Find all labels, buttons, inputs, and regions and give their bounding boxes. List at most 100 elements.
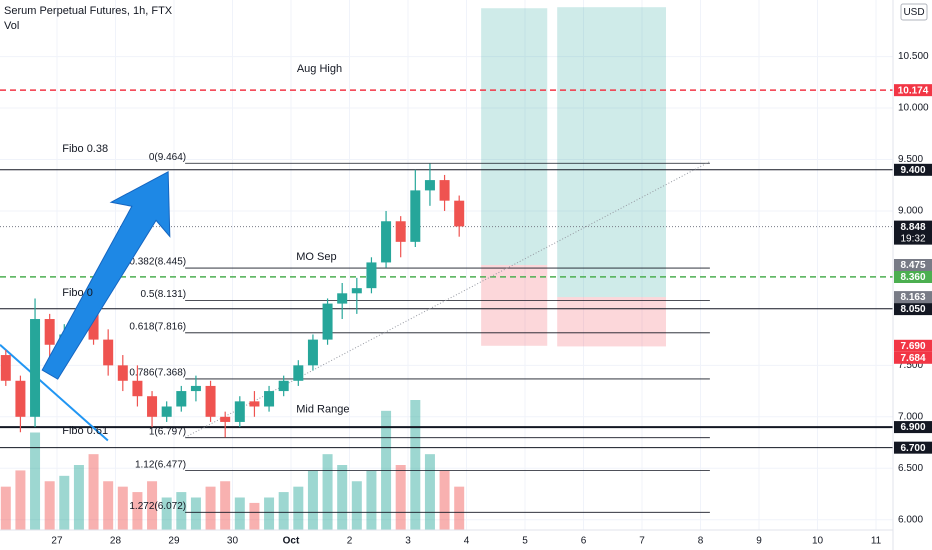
volume-bar: [264, 497, 275, 530]
position-target: [557, 7, 667, 298]
volume-bar: [205, 486, 216, 530]
volume-bar: [366, 470, 377, 530]
candle-body: [103, 339, 114, 366]
candle-body: [337, 293, 348, 304]
price-countdown: 19:32: [900, 233, 925, 244]
plot-area: 0(9.464) 0.382(8.445) 0.5(8.131) 0.618(7.81…: [0, 0, 893, 530]
x-tick-label: 5: [522, 536, 528, 547]
price-label: 8.360: [900, 272, 925, 283]
fib-label: 1(6.797): [149, 426, 186, 437]
fib-label: 0.618(7.816): [129, 321, 186, 332]
price-label: 7.684: [900, 353, 925, 364]
price-label: 10.174: [898, 85, 929, 96]
annotation: Aug High: [297, 63, 342, 75]
price-label-box: [894, 163, 932, 176]
price-label: 8.163: [900, 292, 925, 303]
candle-body: [249, 401, 260, 407]
x-tick-label: 9: [756, 536, 762, 547]
x-tick-label: 2: [347, 536, 353, 547]
x-tick-label: 27: [51, 536, 63, 547]
x-tick-label: 30: [227, 536, 239, 547]
volume-bar: [176, 492, 187, 530]
price-label: 8.050: [900, 304, 925, 315]
candle-body: [132, 380, 143, 397]
volume-bar: [322, 454, 333, 530]
position-target: [481, 8, 548, 266]
volume-bar: [454, 486, 465, 530]
volume-bar: [220, 481, 231, 530]
y-tick-label: 6.000: [898, 514, 923, 525]
candle-body: [44, 319, 55, 345]
x-tick-label: 3: [405, 536, 411, 547]
candle-body: [366, 262, 377, 289]
volume-bar: [234, 497, 245, 530]
candle-body: [15, 380, 26, 417]
currency[interactable]: USD: [903, 7, 924, 18]
candle-body: [322, 303, 333, 340]
arrow-shape: [41, 171, 171, 380]
volume-bar: [44, 481, 55, 530]
candle-body: [424, 180, 435, 191]
position-stop: [557, 297, 667, 347]
annotation: Fibo 0: [62, 287, 93, 299]
volume-bar: [249, 502, 260, 530]
arrow: [41, 171, 171, 380]
candle-body: [264, 391, 275, 407]
y-tick-label: 10.000: [898, 103, 929, 114]
candle-body: [307, 339, 318, 366]
candle-body: [161, 406, 172, 417]
volume-bar: [132, 492, 143, 530]
y-tick-label: 9.000: [898, 206, 923, 217]
axes: 6.000 6.500 7.000 7.500 9.000 9.500 10.000 10.5…: [51, 51, 932, 547]
volume-bar: [307, 470, 318, 530]
volume-bar: [0, 486, 11, 530]
position-stop: [481, 265, 548, 346]
volume-bar: [59, 475, 70, 530]
currency-box[interactable]: [900, 3, 928, 21]
x-tick-label: 10: [812, 536, 824, 547]
volume-bar: [117, 486, 128, 530]
volume-bar: [147, 481, 158, 530]
price-label-box: [894, 259, 932, 271]
fib-label: 1.12(6.477): [135, 459, 186, 470]
candle-body: [117, 365, 128, 381]
volume-bar: [15, 470, 26, 530]
candle-body: [454, 200, 465, 227]
price-label: 8.475: [900, 260, 925, 271]
volume-bar: [351, 481, 362, 530]
candle-body: [176, 391, 187, 407]
annotation: Fibo 0.61: [62, 425, 108, 437]
price-label: 8.848: [900, 222, 925, 233]
annotation: Fibo 0.38: [62, 143, 108, 155]
candle-body: [351, 288, 362, 294]
volume-bar: [88, 454, 99, 530]
volume-bar: [293, 486, 304, 530]
x-tick-label: 8: [698, 536, 704, 547]
price-label-box: [894, 291, 932, 304]
price-label-box: [894, 303, 932, 316]
annotation: MO Sep: [296, 251, 336, 263]
candle-body: [147, 396, 158, 417]
fib-label: 0.786(7.368): [129, 368, 186, 379]
y-tick-label: 7.000: [898, 411, 923, 422]
volume-bar: [424, 454, 435, 530]
price-label-box: [894, 84, 932, 97]
x-tick-label: 29: [168, 536, 180, 547]
price-label: 7.690: [900, 341, 925, 352]
price-label-box: [894, 220, 932, 245]
price-label-box: [894, 351, 932, 364]
fib-label: 1.272(6.072): [129, 501, 186, 512]
x-tick-label: 4: [464, 536, 470, 547]
candle-body: [205, 385, 216, 417]
candle-body: [278, 380, 289, 392]
candle-body: [234, 401, 245, 422]
price-label: 6.700: [900, 443, 925, 454]
price-label: 9.400: [900, 165, 925, 176]
volume-bar: [278, 492, 289, 530]
fib-label: 0.382(8.445): [129, 257, 186, 268]
candle-body: [88, 313, 99, 340]
price-label: 6.900: [900, 422, 925, 433]
volume-bar: [439, 470, 450, 530]
y-tick-label: 6.500: [898, 463, 923, 474]
